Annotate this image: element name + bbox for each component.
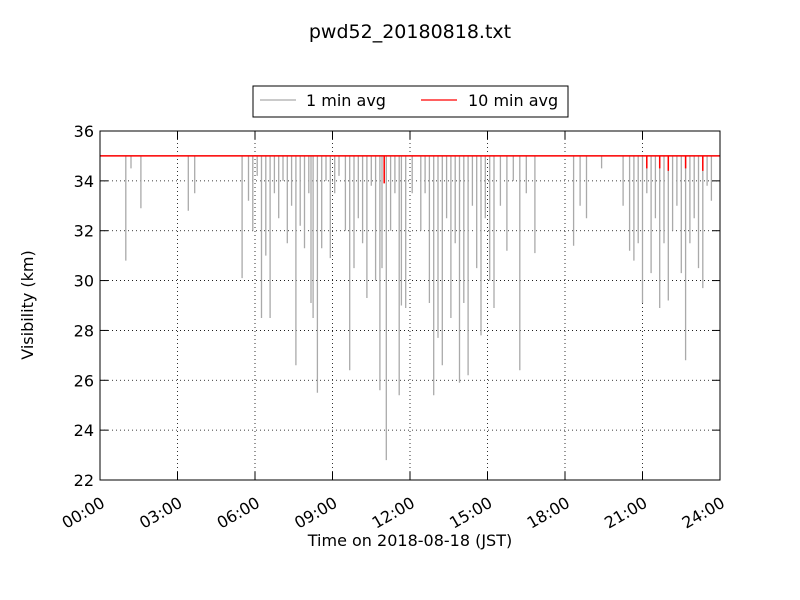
x-axis-label: Time on 2018-08-18 (JST) bbox=[307, 531, 512, 550]
y-tick-label: 32 bbox=[74, 222, 94, 241]
y-tick-label: 28 bbox=[74, 321, 94, 340]
y-tick-label: 30 bbox=[74, 272, 94, 291]
y-tick-label: 22 bbox=[74, 471, 94, 490]
y-tick-label: 26 bbox=[74, 371, 94, 390]
legend-frame bbox=[252, 85, 569, 118]
chart-title: pwd52_20180818.txt bbox=[309, 21, 511, 43]
series-10min bbox=[100, 155, 720, 184]
y-tick-labels: 22 24 26 28 30 32 34 36 bbox=[74, 122, 94, 490]
legend-label-1min: 1 min avg bbox=[306, 91, 386, 110]
legend: 1 min avg 10 min avg bbox=[252, 85, 569, 118]
legend-label-10min: 10 min avg bbox=[468, 91, 558, 110]
axis-ticks bbox=[99, 130, 721, 481]
series-line-10min bbox=[100, 155, 720, 184]
y-tick-label: 36 bbox=[74, 122, 94, 141]
y-axis-label: Visibility (km) bbox=[18, 250, 37, 359]
grid bbox=[100, 131, 720, 480]
y-tick-label: 34 bbox=[74, 172, 94, 191]
y-tick-label: 24 bbox=[74, 421, 94, 440]
